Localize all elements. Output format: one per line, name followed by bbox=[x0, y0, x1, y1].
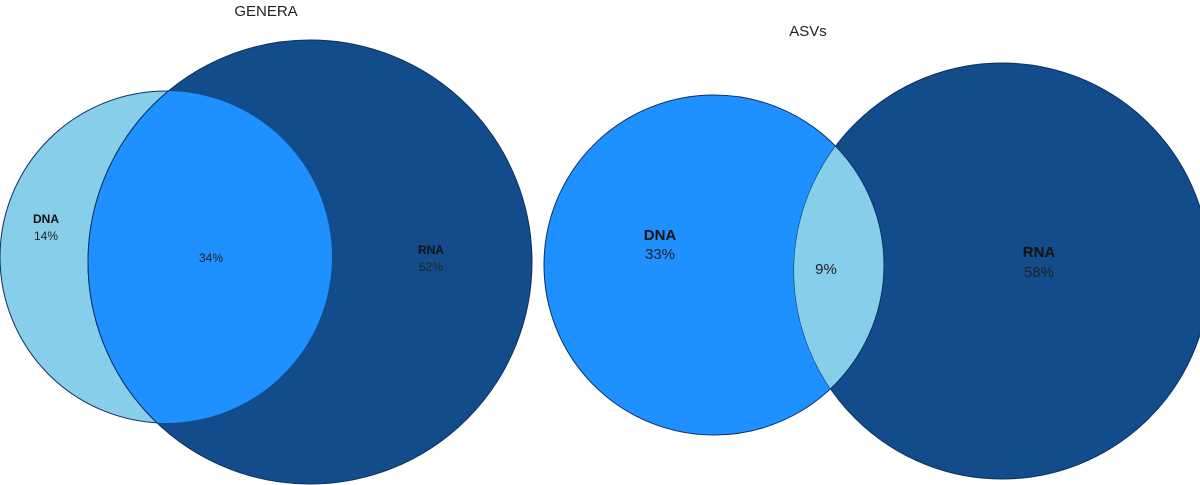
asvs-title: ASVs bbox=[789, 23, 827, 40]
asvs-venn: ASVs DNA 33% 9% RNA 58% bbox=[543, 23, 1200, 480]
genera-overlap-region bbox=[87, 91, 332, 423]
genera-overlap-value: 34% bbox=[199, 251, 223, 265]
asvs-rna-label: RNA bbox=[1023, 244, 1056, 261]
genera-dna-label: DNA bbox=[33, 212, 59, 226]
asvs-rna-value: 58% bbox=[1024, 264, 1054, 281]
asvs-dna-label: DNA bbox=[644, 227, 677, 244]
genera-rna-value: 52% bbox=[419, 260, 443, 274]
genera-rna-label: RNA bbox=[418, 243, 444, 257]
genera-venn: GENERA DNA 14% 34% RNA 52% bbox=[0, 3, 533, 485]
asvs-dna-value: 33% bbox=[645, 246, 675, 263]
asvs-overlap-value: 9% bbox=[815, 261, 837, 278]
genera-dna-value: 14% bbox=[34, 229, 58, 243]
genera-title: GENERA bbox=[234, 3, 297, 20]
